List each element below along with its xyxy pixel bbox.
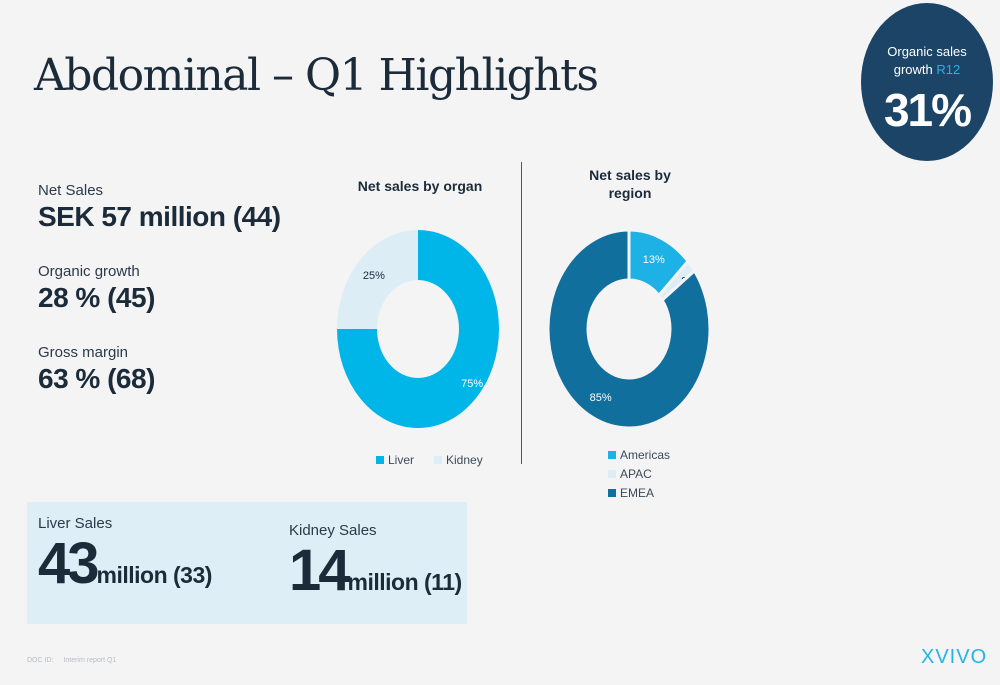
liver-sales-label: Liver Sales [38,515,113,532]
legend-label: Kidney [446,452,483,467]
kidney-sales-label: Kidney Sales [289,522,377,539]
kpi-value: SEK 57 million (44) [38,201,281,232]
emea-slice [546,228,712,430]
kidney-sales-unit: million (11) [347,569,463,595]
region-chart-title-line2: region [608,185,652,201]
liver-data-label: 75% [461,378,483,390]
kpi-gross-margin: Gross margin 63 % (68) [38,344,155,395]
kidney-slice [337,230,418,329]
legend-label: Liver [388,452,415,467]
liver-sales-value: 43million (33) [38,530,212,597]
badge-label-accent: R12 [936,62,961,77]
kpi-value: 28 % (45) [38,282,155,313]
liver-sales: Liver Sales 43million (33) [38,515,212,597]
region-chart-legend: Americas APAC EMEA [608,445,670,502]
region-donut-chart: 13%2%85% [546,228,712,430]
badge-label-line1: Organic sales [887,44,967,59]
legend-swatch [608,469,616,478]
region-chart-title: Net sales by region [560,166,700,202]
liver-sales-amount: 43 [38,531,99,596]
legend-label: EMEA [620,485,655,500]
legend-item-kidney: Kidney [434,450,483,469]
organ-donut-chart: 75% 25% [337,230,499,428]
americas-data-label: 13% [643,254,665,266]
kpi-label: Net Sales [38,182,104,199]
organic-growth-badge: Organic sales growth R12 31% [861,3,993,161]
legend-label: APAC [620,466,652,481]
kpi-net-sales: Net Sales SEK 57 million (44) [38,182,281,233]
kidney-sales-amount: 14 [289,538,350,603]
badge-value: 31% [883,84,972,136]
liver-sales-unit: million (33) [96,562,213,588]
legend-swatch [434,455,443,464]
xvivo-logo: XVIVO [921,646,988,668]
chart-divider [521,162,522,464]
footer-doc-name: Interim report Q1 [63,657,117,664]
kidney-sales-value: 14million (11) [289,537,462,604]
legend-item-emea: EMEA [608,483,670,502]
legend-item-liver: Liver [376,450,414,469]
kidney-data-label: 25% [363,270,385,282]
organ-sales-panel: Liver Sales 43million (33) Kidney Sales … [27,502,467,624]
legend-label: Americas [620,447,671,462]
kpi-label: Gross margin [38,344,129,361]
kidney-sales: Kidney Sales 14million (11) [289,522,462,604]
page-title: Abdominal – Q1 Highlights [34,50,599,101]
kpi-label: Organic growth [38,263,140,280]
legend-swatch [376,455,384,464]
kpi-value: 63 % (68) [38,363,155,394]
legend-item-americas: Americas [608,445,670,464]
region-chart-title-line1: Net sales by [589,167,671,183]
badge-label: Organic sales growth R12 [861,43,993,79]
footer-doc-id: DOC ID: [27,657,54,664]
legend-item-apac: APAC [608,464,670,483]
organ-chart-legend: Liver Kidney [376,450,483,469]
organ-chart-title: Net sales by organ [357,178,483,194]
emea-data-label: 85% [590,392,612,404]
footer: DOC ID: Interim report Q1 [27,657,124,664]
legend-swatch [608,488,616,497]
legend-swatch [608,450,616,459]
badge-label-line2: growth [893,62,933,77]
kpi-organic-growth: Organic growth 28 % (45) [38,263,155,314]
liver-slice [337,230,499,428]
